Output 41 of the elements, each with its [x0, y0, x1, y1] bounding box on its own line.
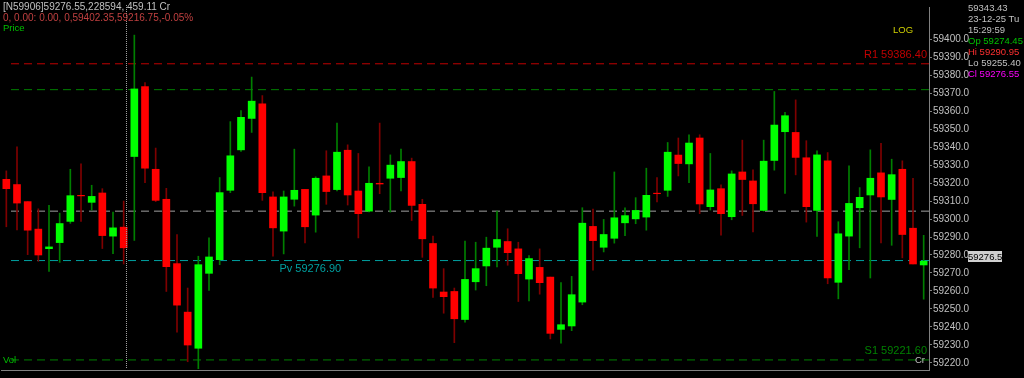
y-tick-label: 59370.0 [933, 87, 970, 99]
y-tick-label: 59320.0 [933, 176, 970, 188]
y-tick-label: 59340.0 [933, 140, 970, 152]
y-tick-label: 59250.0 [933, 302, 970, 314]
y-tick-label: 59360.0 [933, 104, 970, 116]
text: Op 59274.45 [968, 35, 1023, 46]
y-tick-label: 59230.0 [933, 338, 970, 350]
chart-subtitle: 0, 0.00: 0.00, 0,59402.35,59216.75,-0.05% [3, 12, 194, 23]
y-tick-label: 59290.0 [933, 230, 970, 242]
annotation: Price [3, 22, 25, 33]
text: Hi 59290.95 [968, 46, 1020, 57]
y-tick-label: 59350.0 [933, 122, 970, 134]
candlestick [781, 111, 789, 194]
candlestick [13, 146, 21, 231]
ref-line-label: S1 59221.60 [864, 344, 927, 357]
candlestick [109, 211, 117, 254]
y-tick-label: 59240.0 [933, 320, 970, 332]
y-tick-label: 59400.0 [933, 33, 970, 45]
text: Cl 59276.55 [968, 68, 1020, 79]
y-tick-label: 59260.0 [933, 284, 970, 296]
annotation: Cr [915, 354, 926, 365]
y-tick-label: 59330.0 [933, 158, 970, 170]
candlestick [493, 210, 501, 268]
chart-title: [N59906]59276.55,228594, 459.11 Cr [3, 1, 171, 12]
y-tick-label: 59310.0 [933, 194, 970, 206]
text: 23-12-25 Tu [968, 13, 1020, 24]
y-tick-label: 59300.0 [933, 212, 970, 224]
ref-line-label: R1 59386.40 [864, 48, 927, 61]
text: 59276.5 [968, 251, 1003, 262]
annotation: LOG [893, 24, 914, 35]
y-tick-label: 59220.0 [933, 356, 970, 368]
annotation: Vol [3, 354, 17, 365]
candlestick [589, 208, 597, 271]
candlestick [557, 282, 565, 344]
y-tick-label: 59270.0 [933, 266, 970, 278]
ref-line-label: Pv 59276.90 [279, 262, 342, 275]
text: Lo 59255.40 [968, 57, 1021, 68]
text: 15:29:59 [968, 24, 1005, 35]
text: 59343.43 [968, 2, 1008, 13]
y-tick-label: 59380.0 [933, 69, 970, 81]
candlestick [877, 143, 885, 244]
